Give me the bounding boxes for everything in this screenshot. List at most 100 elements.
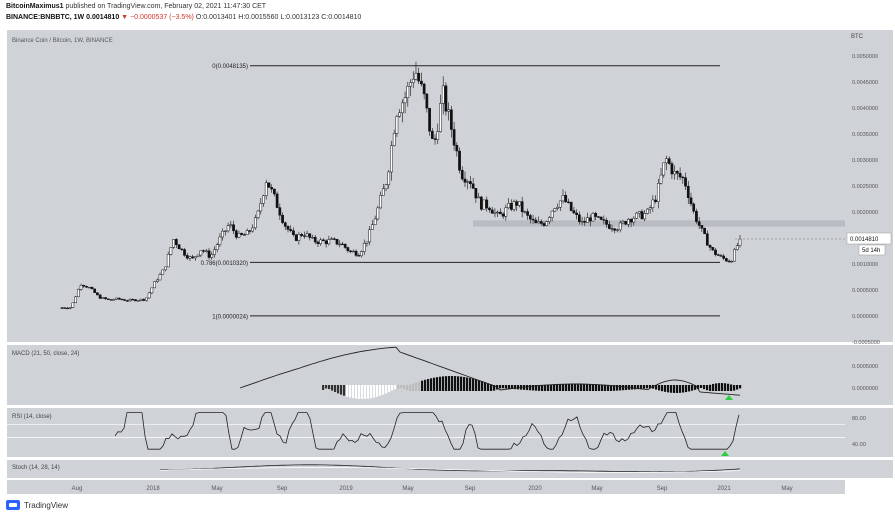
candle-body — [243, 234, 246, 236]
candle-body — [392, 133, 396, 146]
macd-histogram-bar — [598, 384, 601, 391]
candle-body — [684, 177, 687, 187]
candle-body — [501, 213, 505, 217]
countdown-tag — [858, 244, 886, 256]
candle-body — [175, 239, 178, 245]
candle-body — [324, 240, 328, 245]
candle-body — [695, 210, 698, 222]
candle-body — [640, 211, 644, 220]
ohlc-open: O:0.0013401 — [195, 14, 237, 21]
macd-histogram-bar — [607, 384, 610, 391]
candle-body — [82, 285, 86, 287]
candle-body — [93, 288, 97, 293]
candle-body — [368, 229, 372, 243]
macd-histogram-bar — [595, 384, 598, 391]
macd-histogram-bar — [397, 385, 400, 389]
macd-histogram-bar — [559, 384, 562, 391]
rsi-label: RSI (14, close) — [12, 414, 52, 420]
chart-title: Binance Coin / Bitcoin, 1W, BINANCE — [12, 38, 113, 44]
author-name[interactable]: BitcoinMaximus1 — [6, 3, 64, 10]
macd-histogram-bar — [556, 384, 559, 391]
candle-body — [548, 217, 551, 222]
macd-histogram-bar — [730, 384, 733, 391]
support-zone — [473, 220, 845, 227]
candle-body — [569, 201, 573, 211]
price-tick-label: 0.0030000 — [852, 158, 878, 164]
macd-histogram-bar — [685, 385, 688, 393]
candle-body — [635, 212, 638, 219]
macd-histogram-bar — [475, 379, 478, 391]
macd-histogram-bar — [601, 384, 604, 391]
candle-body — [722, 255, 726, 259]
price-tick-label: 0.0050000 — [852, 54, 878, 60]
candle-body — [251, 227, 254, 232]
macd-panel — [7, 345, 845, 405]
macd-tick-label: 0.0005000 — [852, 364, 878, 370]
candle-body — [177, 244, 181, 250]
macd-histogram-bar — [577, 384, 580, 391]
candle-body — [708, 245, 712, 248]
candle-body — [384, 184, 388, 190]
publish-info: BitcoinMaximus1 published on TradingView… — [6, 3, 266, 10]
macd-histogram-bar — [493, 385, 496, 391]
candle-body — [605, 219, 608, 225]
candle-body — [232, 224, 235, 232]
rsi-tick-label: 80.00 — [852, 416, 866, 422]
publish-text: published on TradingView.com, February 0… — [65, 3, 267, 10]
macd-histogram-bar — [667, 385, 670, 393]
macd-histogram-bar — [421, 380, 424, 391]
macd-histogram-bar — [526, 385, 529, 391]
candle-body — [134, 299, 137, 302]
candle-body — [292, 230, 295, 235]
macd-histogram-bar — [553, 384, 556, 391]
candle-body — [469, 181, 472, 185]
ohlc-close: C:0.0014810 — [321, 14, 362, 21]
candle-body — [308, 233, 312, 238]
macd-histogram-bar — [568, 384, 571, 391]
macd-histogram-bar — [673, 385, 676, 393]
candle-body — [215, 244, 219, 250]
macd-histogram-bar — [706, 385, 709, 391]
candle-body — [447, 109, 451, 112]
macd-histogram-bar — [331, 385, 334, 391]
candle-body — [420, 80, 423, 85]
macd-histogram-bar — [406, 385, 409, 391]
tradingview-logo[interactable]: TradingView — [6, 500, 68, 510]
macd-histogram-bar — [649, 385, 652, 389]
candle-body — [719, 255, 723, 257]
candle-body — [692, 203, 696, 212]
candle-body — [270, 187, 274, 190]
macd-histogram-bar — [688, 385, 691, 392]
candle-body — [534, 219, 538, 224]
candle-body — [648, 207, 652, 210]
macd-histogram-bar — [325, 385, 328, 389]
candle-body — [256, 210, 260, 218]
candle-body — [259, 203, 263, 212]
candle-body — [591, 213, 595, 222]
macd-histogram-bar — [616, 385, 619, 391]
candle-body — [422, 83, 426, 95]
candle-body — [275, 193, 279, 208]
candle-body — [115, 297, 118, 300]
candle-body — [528, 215, 532, 220]
candle-body — [248, 230, 252, 232]
candle-body — [678, 173, 682, 178]
candle-body — [207, 250, 211, 258]
candle-body — [183, 249, 186, 256]
tradingview-logo-icon — [6, 500, 20, 510]
macd-histogram-bar — [508, 385, 511, 389]
price-tick-label: -0.0005000 — [852, 340, 880, 346]
macd-histogram-bar — [322, 385, 325, 390]
candle-body — [629, 219, 633, 223]
stoch-d-line — [159, 467, 741, 473]
macd-histogram-bar — [400, 385, 403, 388]
macd-histogram-bar — [481, 381, 484, 391]
time-tick-label: 2021 — [717, 486, 731, 492]
candle-body — [455, 144, 459, 152]
macd-histogram-bar — [532, 385, 535, 391]
candle-body — [539, 221, 543, 224]
candle-body — [96, 292, 99, 296]
macd-histogram-bar — [478, 380, 481, 391]
candle-body — [553, 208, 557, 212]
